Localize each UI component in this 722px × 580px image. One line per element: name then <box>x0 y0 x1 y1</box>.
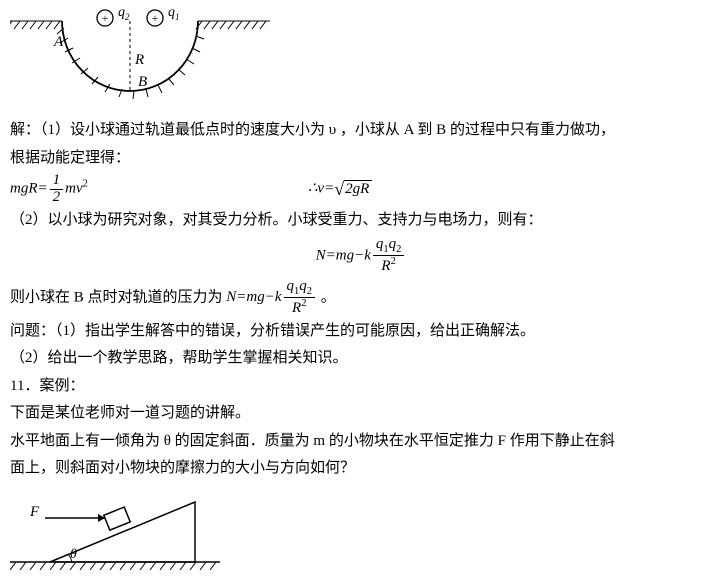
ground-hatch-left <box>10 21 62 29</box>
eq2-dsup: 2 <box>391 256 396 267</box>
ground-hatch <box>10 562 216 570</box>
eq3-den: R <box>292 300 301 316</box>
equation-1-rhs: ∴v=√2gR <box>308 174 372 205</box>
bowl-figure: + + q2 q1 A R B <box>10 6 270 116</box>
eq3-nb: q <box>299 278 307 294</box>
eq2-pre: N=mg−k <box>316 247 371 263</box>
para-9: 面上，则斜面对小物块的摩擦力的大小与方向如何？ <box>10 456 712 482</box>
charge-q2-plus: + <box>102 11 109 25</box>
eq2-den: R <box>381 258 390 274</box>
eq1-num: 1 <box>50 173 64 190</box>
eq1-den: 2 <box>50 190 64 206</box>
eq1r-body: 2gR <box>344 180 372 197</box>
eq2-nb: q <box>389 236 397 252</box>
block <box>104 507 130 530</box>
label-q1: q1 <box>168 6 180 22</box>
para-1b: 根据动能定理得： <box>10 146 712 172</box>
eq3-sb: 2 <box>307 286 312 297</box>
eq1r-pre: ∴v= <box>308 181 334 197</box>
para-3b: 。 <box>317 289 336 305</box>
eq2-sb: 2 <box>396 244 401 255</box>
eq1-sup: 2 <box>83 179 88 190</box>
charge-q1-plus: + <box>152 11 159 25</box>
para-7: 下面是某位老师对一道习题的讲解。 <box>10 401 712 427</box>
equation-1-lhs: mgR=12mv2 <box>10 173 88 206</box>
para-2: （2）以小球为研究对象，对其受力分析。小球受重力、支持力与电场力，则有： <box>10 208 712 234</box>
equation-2: N=mg−kq1q2R2 <box>10 237 712 275</box>
equation-1-row: mgR=12mv2 ∴v=√2gR <box>10 173 712 206</box>
label-q2: q2 <box>118 6 130 22</box>
eq3-pre: N=mg−k <box>226 289 281 305</box>
eq1-pre: mgR= <box>10 181 48 197</box>
label-A: A <box>53 34 64 50</box>
theta-label: θ <box>70 547 77 562</box>
eq3-na: q <box>287 278 295 294</box>
force-label: F <box>29 504 40 520</box>
eq1-post: mv <box>65 181 83 197</box>
para-8: 水平地面上有一倾角为 θ 的固定斜面．质量为 m 的小物块在水平恒定推力 F 作… <box>10 429 712 455</box>
para-1a: 解：（1）设小球通过轨道最低点时的速度大小为 υ ，小球从 A 到 B 的过程中… <box>10 118 712 144</box>
para-5: （2）给出一个教学思路，帮助学生掌握相关知识。 <box>10 346 712 372</box>
para-3a: 则小球在 B 点时对轨道的压力为 <box>10 289 226 305</box>
label-R: R <box>134 52 144 68</box>
eq3-dsup: 2 <box>301 298 306 309</box>
para-3: 则小球在 B 点时对轨道的压力为 N=mg−kq1q2R2 。 <box>10 279 712 317</box>
bowl-arc <box>62 21 198 91</box>
para-6: 11．案例： <box>10 374 712 400</box>
ground-hatch-right <box>196 21 270 29</box>
para-4: 问题：（1）指出学生解答中的错误，分析错误产生的可能原因，给出正确解法。 <box>10 319 712 345</box>
label-B: B <box>138 74 147 90</box>
incline-figure: θ F <box>10 484 220 574</box>
